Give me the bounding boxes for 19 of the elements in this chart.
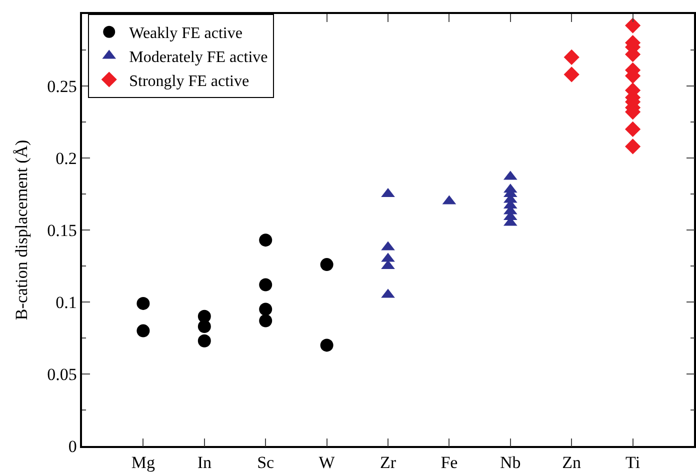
x-tick-label: W xyxy=(318,453,336,472)
y-tick-label: 0 xyxy=(68,436,77,456)
y-tick-label: 0.25 xyxy=(47,76,77,96)
x-tick-label: Nb xyxy=(500,453,521,472)
x-tick-label: Ti xyxy=(626,453,640,472)
legend-label: Strongly FE active xyxy=(129,72,250,90)
x-tick-label: Zr xyxy=(380,453,396,472)
legend-label: Weakly FE active xyxy=(129,25,242,42)
x-tick-label: Sc xyxy=(257,453,275,472)
y-axis-title: B-cation displacement (Å) xyxy=(12,140,32,320)
x-tick-label: Fe xyxy=(440,453,458,472)
y-tick-label: 0.2 xyxy=(56,148,77,168)
legend-label: Moderately FE active xyxy=(129,48,268,66)
x-tick-label: Zn xyxy=(562,453,582,472)
y-tick-label: 0.1 xyxy=(56,292,77,312)
x-tick-label: In xyxy=(197,453,212,472)
y-tick-label: 0.15 xyxy=(47,220,77,240)
x-tick-label: Mg xyxy=(131,453,156,472)
y-tick-label: 0.05 xyxy=(47,364,77,384)
